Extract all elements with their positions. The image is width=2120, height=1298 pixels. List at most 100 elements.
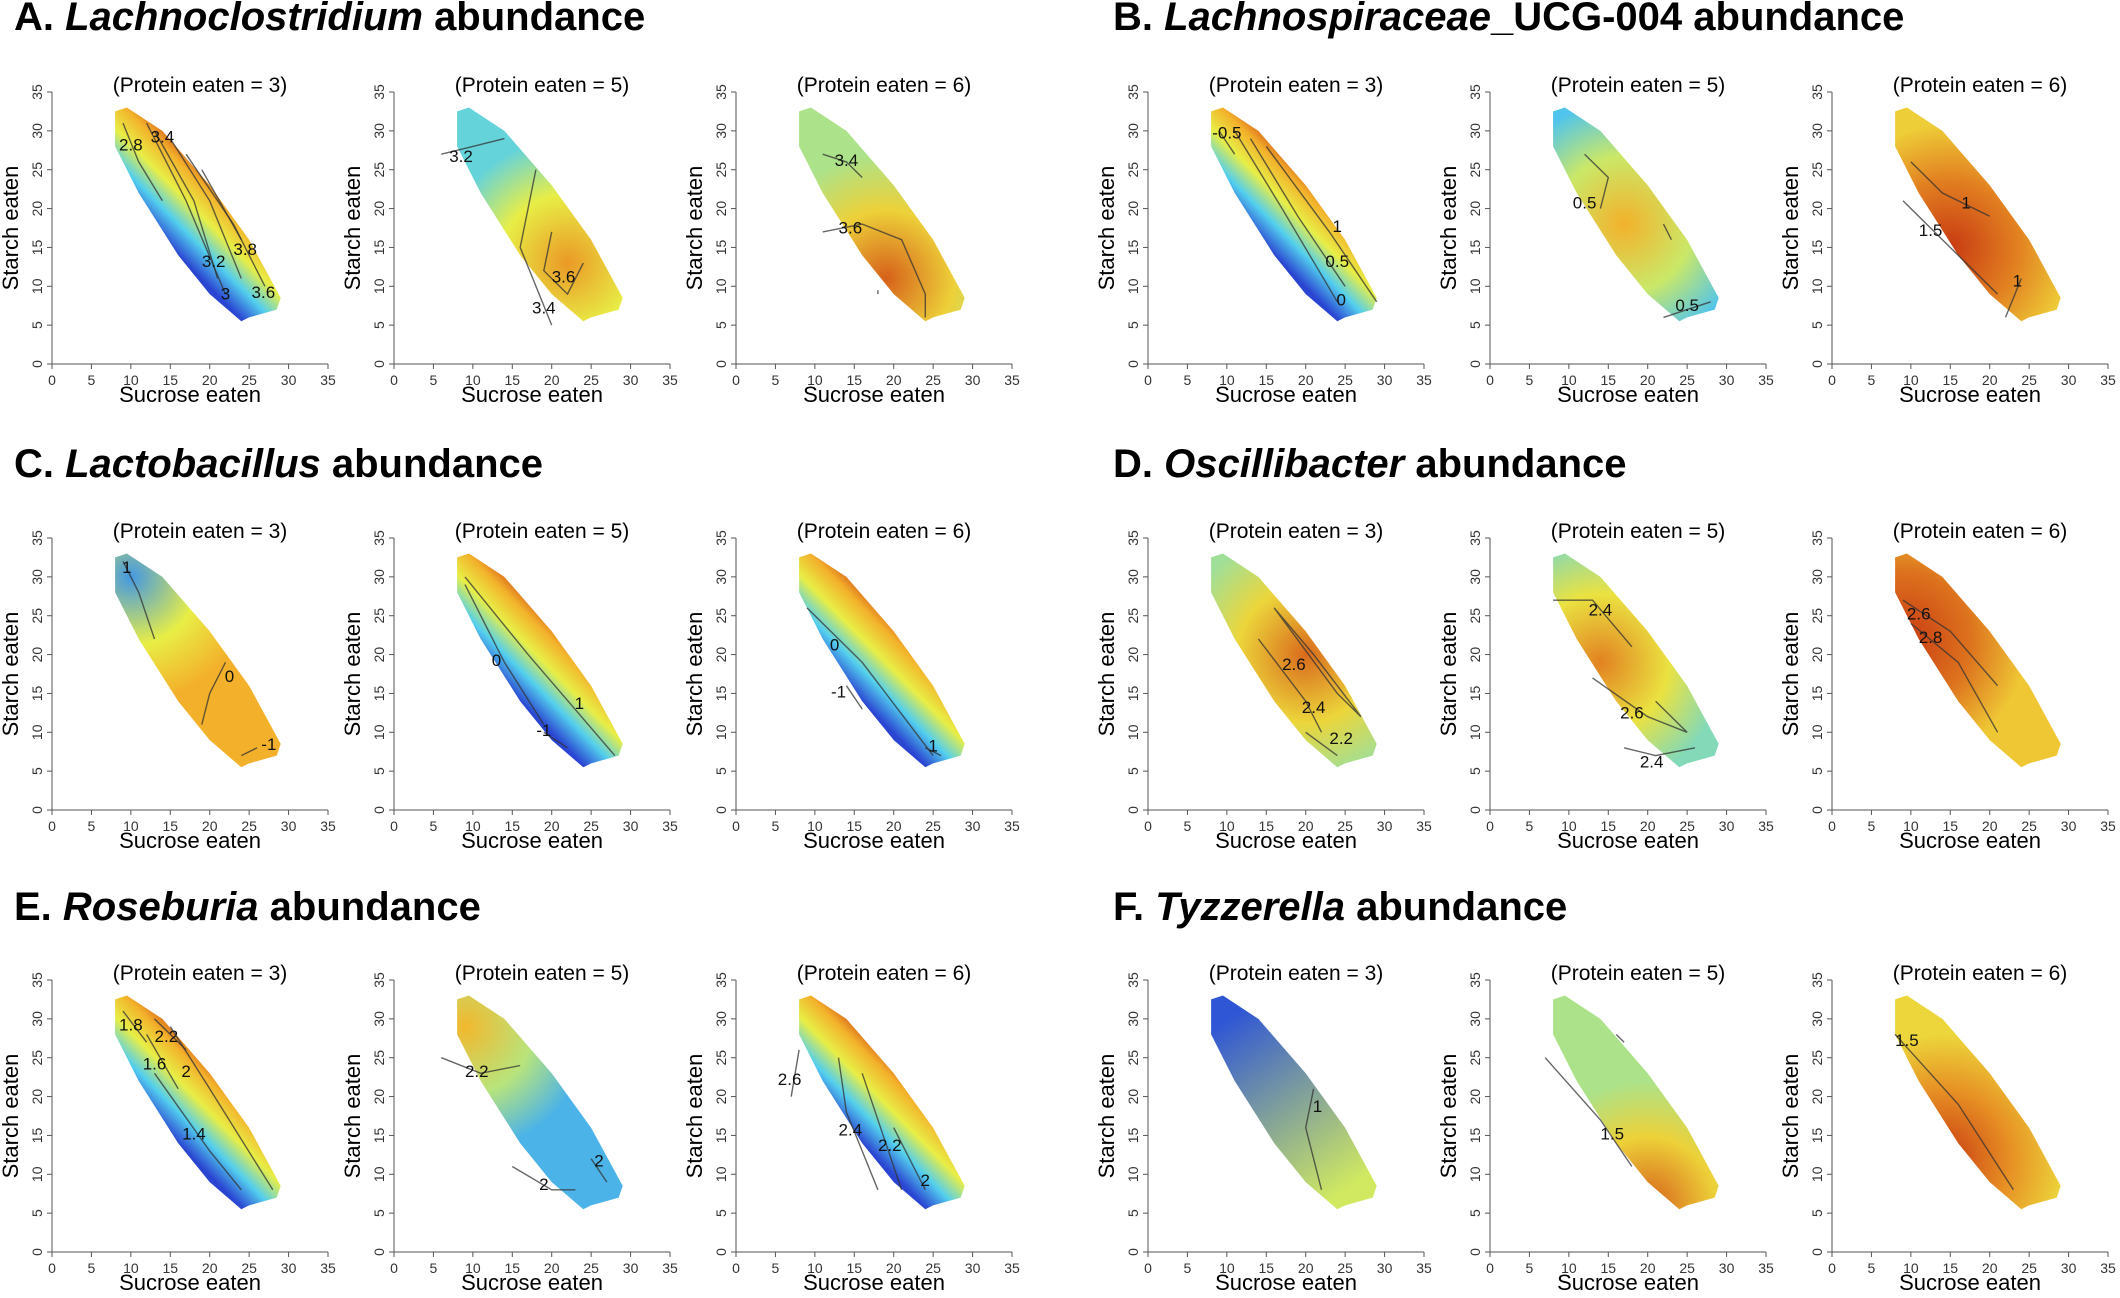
subplot-a-1: 2.8 3 3.2 3.4 3.6 3.8 00 5 5 10 10 15 15 20 20 25 25 30 30… bbox=[0, 74, 336, 407]
y-tick-label: 15 bbox=[1125, 1127, 1141, 1143]
contour-label: 3.6 bbox=[552, 267, 576, 286]
y-tick-label: 25 bbox=[371, 1050, 387, 1066]
contour-line bbox=[2004, 278, 2022, 318]
y-tick-label: 5 bbox=[371, 767, 387, 775]
y-tick-label: 30 bbox=[1125, 569, 1141, 585]
x-tick-label: 20 bbox=[544, 1260, 560, 1276]
panel-title-c: C. Lactobacillus abundance bbox=[14, 442, 543, 487]
contour-label: -1 bbox=[536, 721, 551, 740]
y-axis-label: Starch eaten bbox=[0, 1054, 23, 1179]
y-tick-label: 35 bbox=[371, 530, 387, 546]
subplot-d-1: 2.6 2.42.2 00 5 5 10 10 15 15 20 20 25 25 30 30 35 35 (Pr… bbox=[1094, 520, 1432, 853]
x-tick-label: 35 bbox=[1758, 818, 1774, 834]
x-tick-label: 15 bbox=[504, 818, 520, 834]
y-tick-label: 5 bbox=[1809, 1209, 1825, 1217]
x-tick-label: 25 bbox=[1337, 372, 1353, 388]
y-tick-label: 15 bbox=[1809, 239, 1825, 255]
contour-line bbox=[441, 1057, 521, 1075]
y-tick-label: 0 bbox=[713, 806, 729, 814]
y-tick-label: 35 bbox=[1467, 84, 1483, 100]
y-tick-label: 30 bbox=[713, 123, 729, 139]
y-tick-label: 10 bbox=[29, 724, 45, 740]
y-tick-label: 0 bbox=[1809, 360, 1825, 368]
x-tick-label: 0 bbox=[1486, 372, 1494, 388]
y-tick-label: 25 bbox=[713, 608, 729, 624]
panel-letter: A. bbox=[14, 0, 54, 39]
contour-line bbox=[1265, 145, 1378, 303]
subplot-title: (Protein eaten = 6) bbox=[797, 962, 972, 985]
x-tick-label: 25 bbox=[1679, 818, 1695, 834]
x-tick-label: 35 bbox=[1416, 372, 1432, 388]
x-axis-label: Sucrose eaten bbox=[1899, 382, 2041, 407]
x-tick-label: 25 bbox=[241, 818, 257, 834]
y-tick-label: 20 bbox=[1125, 647, 1141, 663]
y-axis-label: Starch eaten bbox=[682, 1054, 707, 1179]
contour-label: 0.5 bbox=[1675, 296, 1699, 315]
x-tick-label: 15 bbox=[1942, 1260, 1958, 1276]
x-axis-label: Sucrose eaten bbox=[803, 1270, 945, 1295]
y-tick-label: 30 bbox=[713, 1011, 729, 1027]
y-tick-label: 5 bbox=[29, 321, 45, 329]
x-tick-label: 0 bbox=[48, 372, 56, 388]
contour-line bbox=[1305, 731, 1338, 757]
y-tick-label: 20 bbox=[713, 647, 729, 663]
contour-line bbox=[1584, 153, 1610, 209]
x-tick-label: 0 bbox=[1486, 818, 1494, 834]
y-tick-label: 10 bbox=[1809, 724, 1825, 740]
y-tick-label: 5 bbox=[29, 767, 45, 775]
x-tick-label: 15 bbox=[1600, 818, 1616, 834]
contour-label: 3.4 bbox=[835, 151, 859, 170]
y-tick-label: 20 bbox=[29, 1089, 45, 1105]
heatmap-surface bbox=[1553, 553, 1719, 768]
y-tick-label: 25 bbox=[1809, 608, 1825, 624]
y-tick-label: 15 bbox=[1467, 239, 1483, 255]
x-tick-label: 10 bbox=[807, 372, 823, 388]
contour-label: 2.8 bbox=[1919, 628, 1943, 647]
contour-label: 2.2 bbox=[878, 1136, 902, 1155]
contour-line bbox=[1662, 223, 1673, 241]
contour-line bbox=[1592, 677, 1688, 733]
contour-label: 2 bbox=[594, 1152, 603, 1171]
x-tick-label: 25 bbox=[583, 818, 599, 834]
y-tick-label: 35 bbox=[1125, 972, 1141, 988]
contour-label: 1.6 bbox=[143, 1054, 167, 1073]
x-tick-label: 5 bbox=[1868, 818, 1876, 834]
x-tick-label: 15 bbox=[846, 372, 862, 388]
contour-label: 0.5 bbox=[1325, 252, 1349, 271]
genus-name: Lachnospiraceae bbox=[1164, 0, 1491, 39]
x-tick-label: 25 bbox=[925, 1260, 941, 1276]
contour-line bbox=[1910, 622, 1999, 733]
contour-label: 3.2 bbox=[449, 147, 473, 166]
x-tick-label: 15 bbox=[1942, 372, 1958, 388]
y-axis-label: Starch eaten bbox=[682, 612, 707, 737]
x-tick-label: 35 bbox=[662, 372, 678, 388]
x-tick-label: 15 bbox=[1600, 372, 1616, 388]
contour-label: 2.4 bbox=[1302, 698, 1326, 717]
contour-line bbox=[201, 169, 242, 241]
contour-line bbox=[519, 169, 553, 326]
contour-line bbox=[240, 747, 258, 757]
x-tick-label: 5 bbox=[772, 818, 780, 834]
y-axis-label: Starch eaten bbox=[0, 612, 23, 737]
x-tick-label: 10 bbox=[1903, 818, 1919, 834]
x-tick-label: 20 bbox=[1982, 1260, 1998, 1276]
y-tick-label: 20 bbox=[1467, 201, 1483, 217]
heatmap-surface bbox=[1211, 995, 1377, 1210]
x-tick-label: 25 bbox=[241, 372, 257, 388]
x-tick-label: 0 bbox=[1144, 1260, 1152, 1276]
x-tick-label: 35 bbox=[2100, 818, 2116, 834]
x-tick-label: 5 bbox=[1184, 372, 1192, 388]
y-tick-label: 0 bbox=[1125, 360, 1141, 368]
subplot-title: (Protein eaten = 6) bbox=[1893, 74, 2068, 97]
y-tick-label: 5 bbox=[29, 1209, 45, 1217]
contour-line bbox=[169, 1026, 274, 1191]
panel-letter: D. bbox=[1113, 442, 1153, 486]
y-tick-label: 25 bbox=[1467, 608, 1483, 624]
x-tick-label: 20 bbox=[202, 372, 218, 388]
x-tick-label: 0 bbox=[390, 818, 398, 834]
contour-label: 2.2 bbox=[155, 1027, 179, 1046]
x-tick-label: 10 bbox=[465, 818, 481, 834]
